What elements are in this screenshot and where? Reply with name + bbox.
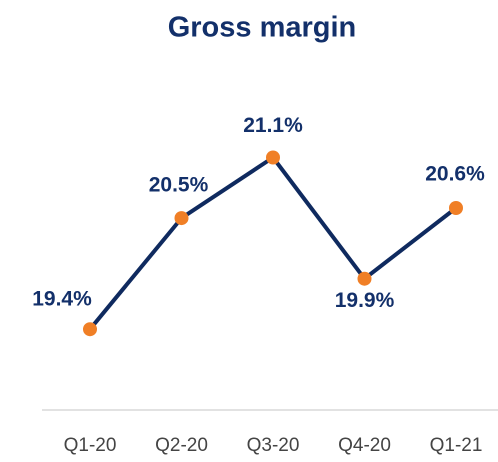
line <box>88 155 458 331</box>
x-tick-label: Q3-20 <box>247 435 300 456</box>
x-tick-label: Q2-20 <box>155 435 208 456</box>
data-label: 19.4% <box>32 288 92 311</box>
marker <box>266 150 280 165</box>
x-tick-label: Q1-20 <box>64 435 117 456</box>
x-tick-label: Q4-20 <box>338 435 391 456</box>
data-label: 20.5% <box>149 174 209 197</box>
data-label: 19.9% <box>335 289 395 312</box>
data-label: 20.6% <box>425 163 485 186</box>
marker <box>449 201 463 215</box>
data-label: 21.1% <box>243 114 303 137</box>
chart-title: Gross margin <box>168 12 357 44</box>
marker <box>174 211 189 226</box>
marker <box>357 271 372 286</box>
x-tick-label: Q1-21 <box>430 435 483 456</box>
marker <box>83 322 97 337</box>
